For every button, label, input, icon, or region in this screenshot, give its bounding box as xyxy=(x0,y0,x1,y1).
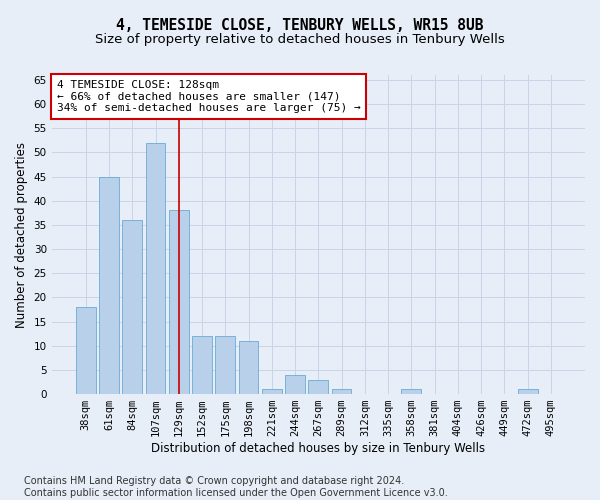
Text: Contains HM Land Registry data © Crown copyright and database right 2024.
Contai: Contains HM Land Registry data © Crown c… xyxy=(24,476,448,498)
Bar xyxy=(518,389,538,394)
Bar xyxy=(285,374,305,394)
Y-axis label: Number of detached properties: Number of detached properties xyxy=(15,142,28,328)
Text: 4 TEMESIDE CLOSE: 128sqm
← 66% of detached houses are smaller (147)
34% of semi-: 4 TEMESIDE CLOSE: 128sqm ← 66% of detach… xyxy=(57,80,361,113)
X-axis label: Distribution of detached houses by size in Tenbury Wells: Distribution of detached houses by size … xyxy=(151,442,485,455)
Bar xyxy=(262,389,282,394)
Text: Size of property relative to detached houses in Tenbury Wells: Size of property relative to detached ho… xyxy=(95,32,505,46)
Bar xyxy=(122,220,142,394)
Bar xyxy=(215,336,235,394)
Bar xyxy=(169,210,188,394)
Bar xyxy=(332,389,352,394)
Bar xyxy=(308,380,328,394)
Bar xyxy=(146,142,166,394)
Bar xyxy=(76,307,95,394)
Text: 4, TEMESIDE CLOSE, TENBURY WELLS, WR15 8UB: 4, TEMESIDE CLOSE, TENBURY WELLS, WR15 8… xyxy=(116,18,484,32)
Bar xyxy=(401,389,421,394)
Bar xyxy=(99,176,119,394)
Bar xyxy=(239,341,259,394)
Bar xyxy=(192,336,212,394)
